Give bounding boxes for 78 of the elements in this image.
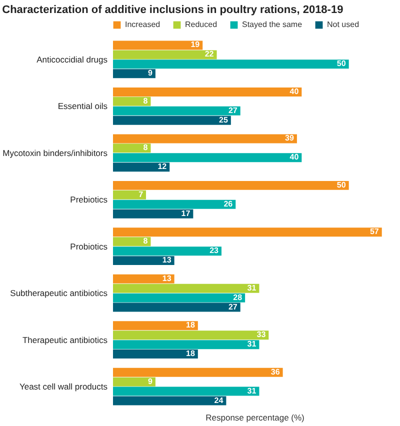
legend-label: Stayed the same (242, 20, 303, 29)
data-label: 31 (247, 340, 257, 349)
data-label: 28 (233, 292, 243, 302)
data-label: 50 (336, 59, 346, 68)
y-tick-label: Probiotics (70, 241, 108, 252)
bar (113, 106, 240, 116)
data-label: 7 (138, 190, 144, 199)
data-label: 12 (158, 162, 168, 172)
data-label: 27 (228, 302, 238, 312)
data-label: 40 (290, 86, 300, 96)
y-tick-label: Prebiotics (70, 194, 108, 205)
data-label: 8 (143, 236, 148, 246)
bar (113, 237, 151, 246)
bar (113, 153, 302, 162)
bar (113, 302, 240, 312)
bar (113, 330, 269, 340)
bar (113, 284, 260, 293)
bar (113, 200, 236, 209)
y-tick-label: Mycotoxin binders/inhibitors (2, 148, 108, 158)
data-label: 25 (219, 115, 228, 124)
bar (113, 209, 194, 218)
data-label: 33 (256, 330, 266, 340)
bar (113, 87, 302, 96)
data-label: 17 (181, 208, 191, 218)
bar (113, 368, 283, 377)
data-label: 8 (143, 143, 148, 152)
y-tick-label: Therapeutic antibiotics (22, 334, 108, 345)
bar (113, 386, 260, 396)
chart-title: Characterization of additive inclusions in poultry rations, 2018-19 (2, 4, 344, 16)
bar (113, 274, 174, 284)
bar (113, 377, 156, 386)
data-label: 13 (162, 274, 172, 283)
bar (113, 60, 349, 69)
bar (113, 321, 198, 330)
data-label: 18 (186, 349, 196, 358)
data-label: 24 (214, 396, 224, 405)
data-label: 9 (148, 68, 153, 78)
y-tick-label: Yeast cell wall products (19, 382, 108, 392)
bar (113, 180, 349, 190)
x-axis-title: Response percentage (%) (206, 412, 305, 422)
data-label: 13 (162, 256, 172, 265)
data-label: 36 (270, 367, 280, 376)
y-tick-label: Anticoccidial drugs (36, 54, 108, 64)
bar (113, 144, 151, 153)
data-label: 23 (210, 246, 220, 256)
data-label: 26 (224, 199, 234, 208)
y-tick-label: Subtherapeutic antibiotics (10, 288, 108, 298)
bar (113, 96, 151, 106)
bar (113, 69, 156, 78)
data-label: 9 (148, 376, 153, 386)
data-label: 31 (247, 386, 257, 396)
data-label: 27 (228, 106, 238, 115)
legend-label: Not used (327, 20, 360, 29)
bar (113, 246, 222, 256)
data-label: 39 (285, 134, 294, 143)
bar (113, 228, 382, 237)
bar (113, 190, 146, 200)
data-label: 57 (370, 227, 380, 236)
legend-label: Reduced (185, 20, 218, 29)
bar (113, 116, 231, 125)
data-label: 31 (247, 283, 257, 292)
legend-label: Increased (125, 20, 160, 29)
bar (113, 134, 297, 144)
bar (113, 340, 260, 350)
data-label: 50 (336, 180, 346, 190)
bar (113, 350, 198, 359)
bar (113, 40, 203, 50)
bar (113, 162, 170, 172)
bar (113, 256, 174, 266)
bar (113, 293, 246, 302)
data-label: 19 (190, 40, 200, 50)
data-label: 18 (186, 320, 196, 330)
bar (113, 50, 217, 60)
data-label: 40 (290, 152, 300, 162)
bar (113, 396, 226, 406)
y-tick-label: Essential oils (58, 101, 108, 112)
data-label: 22 (204, 50, 214, 59)
data-label: 8 (143, 96, 148, 106)
